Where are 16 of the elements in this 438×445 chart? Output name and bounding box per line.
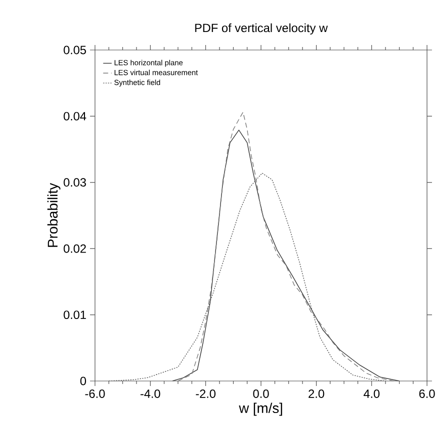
y-tick-label: 0.03 (64, 178, 86, 187)
x-axis-title: w [m/s] (238, 402, 282, 416)
x-tick-label: 2.0 (308, 389, 324, 398)
x-tick-label: 6.0 (419, 389, 435, 398)
x-tick-label: -6.0 (85, 389, 105, 398)
x-tick-label: 0.0 (253, 389, 269, 398)
y-tick-label: 0.05 (64, 46, 86, 54)
x-tick-label: -4.0 (140, 389, 160, 398)
chart-title: PDF of vertical velocity w (195, 23, 328, 35)
x-tick-label: 4.0 (364, 389, 380, 398)
x-tick-label: -2.0 (196, 389, 216, 398)
y-tick-label: 0 (80, 376, 86, 386)
y-tick-label: 0.02 (64, 244, 86, 253)
y-tick-label: 0.01 (64, 310, 86, 320)
y-tick-label: 0.04 (64, 112, 86, 120)
y-axis-title: Probability (47, 182, 60, 247)
